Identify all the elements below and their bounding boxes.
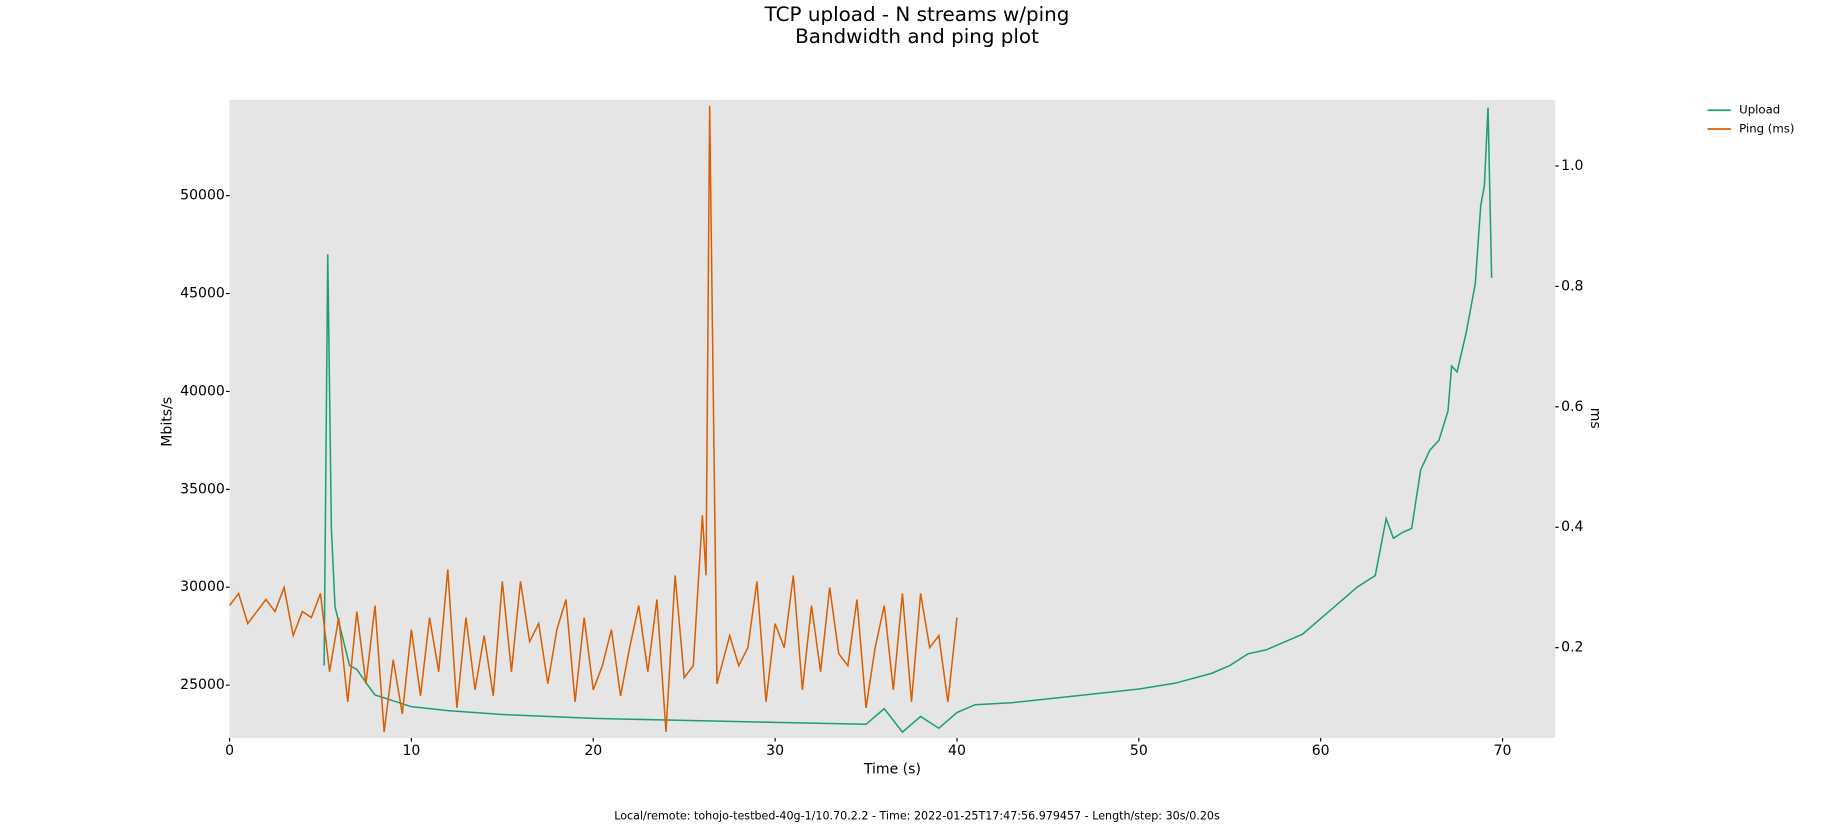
x-axis-label: Time (s) — [863, 762, 921, 778]
x-tick-label: 10 — [402, 743, 420, 759]
y2-tick-label: 0.4 — [1561, 519, 1583, 535]
x-tick-label: 0 — [225, 743, 234, 759]
y-tick-label: 45000 — [180, 286, 225, 302]
y2-tick-label: 0.8 — [1561, 278, 1583, 294]
y-tick-label: 35000 — [180, 481, 225, 497]
y-axis-label: Mbits/s — [159, 397, 175, 447]
y2-tick-label: 1.0 — [1561, 158, 1583, 174]
x-tick-label: 30 — [766, 743, 784, 759]
series-line — [228, 105, 958, 733]
footer: Local/remote: tohojo-testbed-40g-1/10.70… — [614, 809, 1220, 822]
x-tick-label: 40 — [948, 743, 966, 759]
y-tick-label: 30000 — [180, 579, 225, 595]
chart-subtitle: Bandwidth and ping plot — [795, 25, 1039, 48]
y2-tick-label: 0.2 — [1561, 640, 1583, 656]
y2-tick-label: 0.6 — [1561, 399, 1583, 415]
x-tick-label: 70 — [1494, 743, 1512, 759]
series-line — [323, 107, 1493, 734]
x-tick-label: 20 — [584, 743, 602, 759]
plot-area — [229, 99, 1556, 738]
y-tick-label: 50000 — [180, 188, 225, 204]
y-tick-label: 40000 — [180, 383, 225, 399]
y2-axis-label: ms — [1587, 408, 1603, 429]
chart-title: TCP upload - N streams w/ping — [764, 3, 1070, 26]
x-tick-label: 60 — [1312, 743, 1330, 759]
y-tick-label: 25000 — [180, 677, 225, 693]
legend-label: Ping (ms) — [1739, 121, 1794, 135]
legend-label: Upload — [1739, 103, 1780, 117]
x-tick-label: 50 — [1130, 743, 1148, 759]
